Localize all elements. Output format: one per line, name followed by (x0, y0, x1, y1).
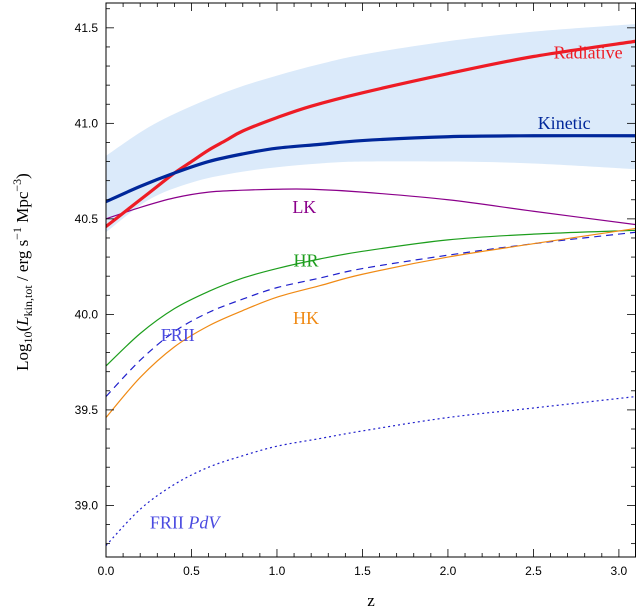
series-label-frii-pdv: FRII PdV (150, 512, 222, 532)
y-tick-label: 40.0 (75, 307, 99, 321)
y-label-log-sub: 10 (21, 331, 35, 343)
series-line-lk (106, 188, 636, 226)
x-tick-label: 3.0 (611, 564, 628, 578)
x-tick-label: 2.0 (440, 564, 457, 578)
y-label-var: L (13, 316, 32, 326)
x-tick-label: 1.5 (354, 564, 371, 578)
y-label-open: ( (13, 325, 32, 331)
y-tick-label: 39.0 (75, 498, 99, 512)
x-tick-label: 2.5 (525, 564, 542, 578)
uncertainty-band (106, 24, 636, 233)
series-label-radiative: Radiative (554, 42, 623, 62)
x-tick-label: 0.0 (98, 564, 115, 578)
y-label-exp-a: −1 (10, 227, 24, 240)
y-tick-label: 40.5 (75, 212, 99, 226)
series-line-kinetic (106, 134, 636, 204)
y-label-exp-b: −3 (10, 179, 24, 192)
series-layer (106, 39, 636, 546)
y-tick-label: 41.0 (75, 116, 99, 130)
series-label-hk: HK (293, 308, 319, 328)
series-line-frii (106, 231, 636, 397)
series-line-hk (106, 227, 636, 419)
x-tick-label: 0.5 (183, 564, 200, 578)
series-label-lk: LK (292, 197, 316, 217)
y-axis-label: Log10(Lkin,tot / erg s−1 Mpc−3) (10, 173, 35, 371)
uncertainty-band-layer (106, 24, 636, 233)
y-label-prefix: Log (13, 343, 32, 371)
y-tick-label: 39.5 (75, 403, 99, 417)
y-label-var-sub: kin,tot (21, 285, 35, 317)
y-label-units-b: Mpc (13, 191, 32, 227)
y-label-close: ) (13, 173, 32, 179)
y-tick-label: 41.5 (75, 21, 99, 35)
series-line-radiative (106, 39, 636, 229)
series-label-frii: FRII (161, 325, 195, 345)
x-tick-label: 1.0 (269, 564, 286, 578)
y-label-units-a: / erg s (13, 240, 32, 286)
series-line-hr (106, 229, 636, 367)
series-label-kinetic: Kinetic (538, 113, 591, 133)
series-label-layer: Radiative Kinetic LK HR FRII HK FRII PdV (150, 42, 623, 532)
series-label-hr: HR (294, 251, 319, 271)
series-line-frii-pdv (106, 395, 636, 546)
tick-layer: 0.0 0.5 1.0 1.5 2.0 2.5 3.0 39.0 39.5 40.0 40.5 41.… (75, 3, 636, 578)
x-axis-label: z (367, 591, 375, 610)
